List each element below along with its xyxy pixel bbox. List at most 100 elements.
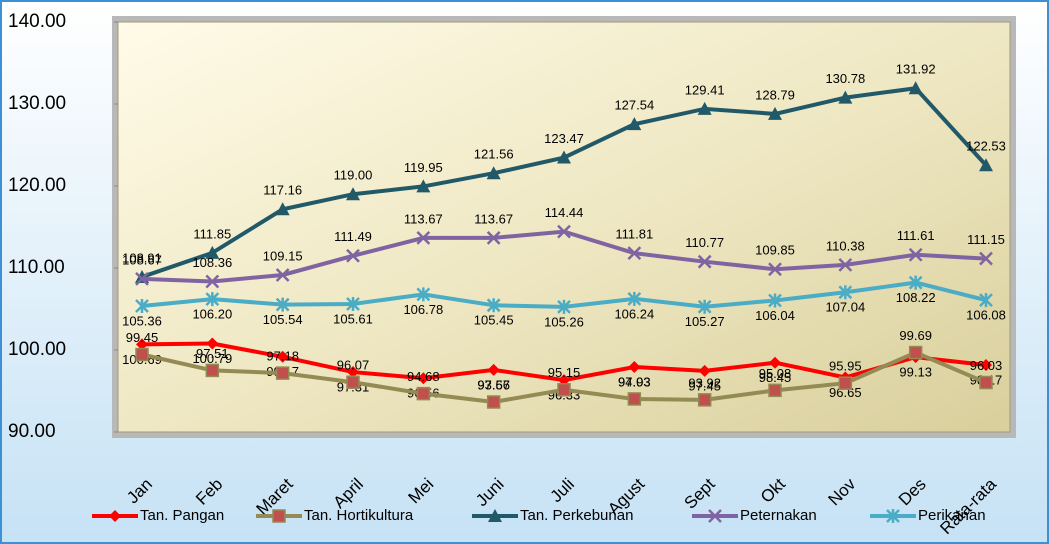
data-point [979,375,993,390]
data-point [979,251,993,266]
data-point [838,285,853,300]
data-point [769,356,781,369]
data-label: 99.69 [899,328,932,343]
data-label: 106.08 [966,308,1006,323]
data-label: 123.47 [544,131,584,146]
data-label: 108.36 [192,255,232,270]
data-point [416,287,431,302]
data-point [557,299,571,314]
legend-label: Tan. Hortikultura [304,507,414,524]
data-point [697,393,712,407]
legend-marker [109,510,121,522]
data-point [135,347,149,362]
data-point [979,293,993,308]
data-point [346,296,360,311]
data-point [627,291,642,306]
data-label: 109.85 [755,243,795,258]
legend-label: Perikanan [918,507,986,524]
data-point [838,90,853,104]
data-label: 131.92 [896,62,936,77]
data-label: 97.57 [477,377,510,392]
y-tick-label: 140.00 [8,11,66,32]
data-label: 105.45 [474,313,514,328]
legend-label: Peternakan [740,507,817,524]
data-label: 121.56 [474,147,514,162]
data-label: 108.22 [896,290,936,305]
data-point [768,293,782,308]
data-point [276,350,289,363]
data-label: 105.61 [333,311,373,326]
data-point [838,258,853,272]
data-label: 113.67 [474,211,513,226]
data-point [908,81,923,95]
data-label: 96.03 [970,358,1003,373]
data-label: 97.51 [196,346,229,361]
data-point [206,337,219,350]
data-label: 117.16 [263,183,302,198]
data-label: 119.00 [334,168,373,183]
data-point [627,117,642,131]
legend-marker [708,509,722,523]
data-point [487,363,500,376]
data-label: 105.27 [685,314,725,329]
data-label: 111.49 [334,229,372,244]
data-label: 97.45 [688,378,721,393]
y-tick-label: 90.00 [8,421,56,442]
data-label: 105.26 [544,314,584,329]
data-point [768,262,782,277]
data-label: 106.04 [755,308,795,323]
data-point [557,383,571,397]
data-label: 105.36 [122,313,162,328]
data-point [136,338,148,351]
y-tick-label: 120.00 [8,175,66,196]
legend-marker [886,509,900,523]
data-label: 98.45 [759,370,792,385]
data-point [697,254,712,269]
data-point [416,231,431,245]
data-point [205,274,220,289]
data-point [205,245,220,259]
data-label: 130.78 [825,71,865,86]
data-point [908,345,923,360]
y-tick-label: 110.00 [8,257,65,278]
data-label: 94.03 [618,374,651,389]
data-label: 99.13 [899,365,932,380]
data-point [486,231,501,245]
data-point [697,101,712,115]
data-label: 108.67 [122,252,162,267]
data-point [346,375,360,389]
data-label: 111.61 [897,228,935,243]
data-label: 93.92 [688,375,721,390]
data-point [417,372,430,385]
data-label: 105.54 [263,312,303,327]
data-label: 111.15 [967,232,1005,247]
data-point [486,395,501,409]
data-label: 94.68 [407,369,440,384]
legend-label: Tan. Perkebunan [520,507,633,524]
data-label: 96.65 [829,385,862,400]
data-point [768,106,782,120]
data-point [275,297,290,312]
data-point [627,246,642,261]
data-point [557,150,571,164]
data-point [346,187,360,201]
data-label: 128.79 [755,87,795,102]
data-label: 111.85 [193,226,231,241]
data-point [768,383,782,398]
data-point [205,292,220,307]
data-label: 108.91 [122,250,162,265]
y-tick-label: 100.00 [8,339,66,360]
data-label: 122.53 [966,139,1006,154]
data-label: 100.79 [192,351,232,366]
legend-marker [488,509,502,522]
data-point [416,179,431,193]
data-point [275,202,290,216]
data-point [416,386,431,401]
plot-area [117,21,1011,433]
data-point [205,363,220,378]
data-point [979,158,993,172]
data-point [908,275,923,290]
data-label: 127.54 [614,98,654,113]
data-point [135,299,149,314]
data-point [697,299,712,314]
